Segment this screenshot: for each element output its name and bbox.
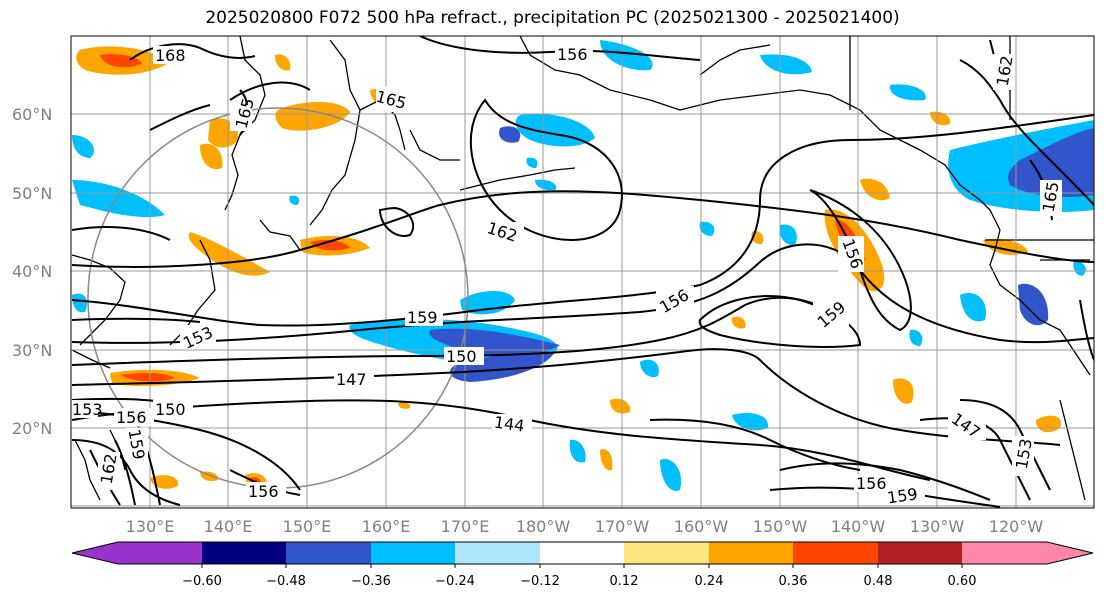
contour-label: 168: [155, 46, 186, 65]
contour-label: 150: [446, 347, 477, 366]
refractivity-contours: [71, 36, 1094, 508]
latitude-labels: 60°N 50°N 40°N 30°N 20°N: [12, 105, 52, 438]
colorbar: −0.60 −0.48 −0.36 −0.24 −0.12 0.12 0.24 …: [71, 541, 1094, 589]
graticule: [71, 36, 1094, 508]
lat-label: 60°N: [12, 105, 52, 124]
map-frame: [70, 35, 1095, 509]
colorbar-tick-label: −0.48: [266, 574, 306, 589]
lon-label: 170°E: [441, 517, 490, 536]
contour-label: 156: [557, 45, 588, 64]
map-title: 2025020800 F072 500 hPa refract., precip…: [205, 8, 900, 28]
colorbar-tick-label: 0.12: [610, 574, 639, 589]
colorbar-segment: [624, 542, 709, 564]
lat-label: 30°N: [12, 341, 52, 360]
colorbar-tick-label: 0.60: [948, 574, 977, 589]
colorbar-tick-label: 0.24: [695, 574, 724, 589]
contour-label: 156: [856, 474, 887, 493]
lon-label: 150°E: [283, 517, 332, 536]
lon-label: 170°W: [595, 517, 650, 536]
lat-label: 40°N: [12, 262, 52, 281]
colorbar-tick-label: −0.12: [520, 574, 560, 589]
contour-label: 144: [493, 413, 526, 436]
colorbar-segment: [286, 542, 371, 564]
lon-label: 130°E: [126, 517, 175, 536]
lon-label: 150°W: [753, 517, 808, 536]
contour-label: 147: [336, 370, 367, 389]
longitude-labels: 130°E 140°E 150°E 160°E 170°E 180°W 170°…: [126, 517, 1044, 536]
colorbar-segment: [540, 542, 624, 564]
lon-label: 140°W: [831, 517, 886, 536]
contour-label: 156: [116, 408, 147, 427]
contour-label: 153: [72, 400, 103, 419]
colorbar-segment: [1047, 542, 1093, 564]
colorbar-segment: [793, 542, 878, 564]
colorbar-segment: [72, 542, 118, 564]
lat-label: 50°N: [12, 184, 52, 203]
lon-label: 140°E: [204, 517, 253, 536]
colorbar-segment: [371, 542, 455, 564]
colorbar-tick-label: −0.60: [182, 574, 222, 589]
lon-label: 160°E: [362, 517, 411, 536]
contour-label: 159: [407, 308, 438, 327]
colorbar-segment: [202, 542, 286, 564]
colorbar-segment: [878, 542, 962, 564]
colorbar-segment: [118, 542, 202, 564]
colorbar-tick-label: −0.24: [435, 574, 475, 589]
contour-label: 156: [248, 482, 279, 501]
lat-label: 20°N: [12, 419, 52, 438]
colorbar-segment: [455, 542, 540, 564]
colorbar-segment: [962, 542, 1047, 564]
colorbar-tick-label: 0.36: [779, 574, 808, 589]
colorbar-tick-label: −0.36: [351, 574, 391, 589]
lon-label: 120°W: [989, 517, 1044, 536]
contour-label: 150: [155, 400, 186, 419]
lon-label: 130°W: [910, 517, 965, 536]
colorbar-outline: [71, 541, 1094, 565]
lon-label: 180°W: [516, 517, 571, 536]
lon-label: 160°W: [674, 517, 729, 536]
colorbar-tick-label: 0.48: [864, 574, 893, 589]
contour-label: 159: [886, 484, 919, 507]
contour-labels: 168 165 162 156 153 159 150 147 144 159 …: [72, 45, 1063, 507]
colorbar-segment: [709, 542, 793, 564]
